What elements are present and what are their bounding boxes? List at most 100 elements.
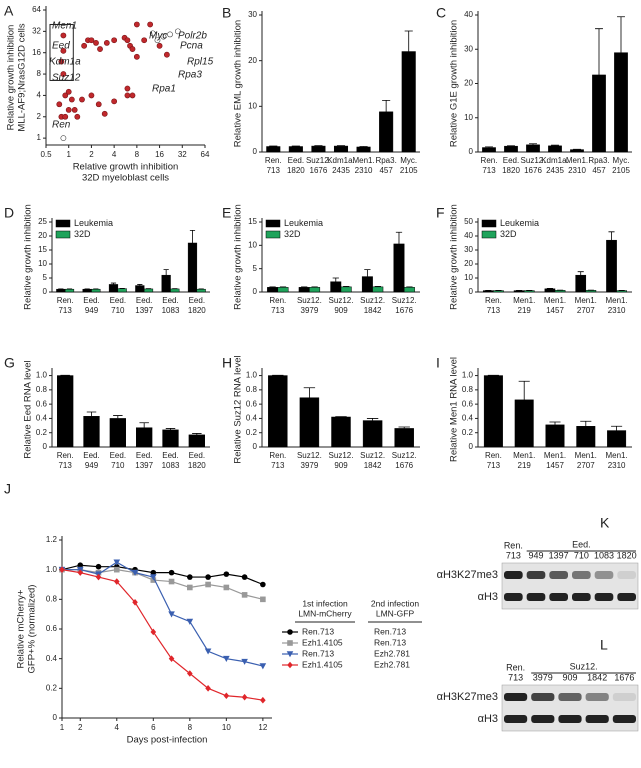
bar xyxy=(401,51,416,153)
x-tick-label: Suz12. xyxy=(329,451,354,460)
annotation: Pcna xyxy=(180,41,203,52)
point xyxy=(56,101,63,108)
point xyxy=(62,113,69,120)
bar xyxy=(483,375,503,448)
x-tick-label: 2435 xyxy=(332,166,350,175)
point xyxy=(163,51,170,58)
panel-letter: K xyxy=(600,515,610,531)
x-tick-label: 2435 xyxy=(546,166,564,175)
x-tick-label: 4 xyxy=(115,723,120,732)
legend-swatch xyxy=(265,230,281,239)
point xyxy=(113,559,121,566)
bar xyxy=(136,427,153,448)
y-tick-label: 0.2 xyxy=(246,428,258,437)
x-tick-label: 32 xyxy=(178,150,187,159)
point xyxy=(168,578,175,585)
axis xyxy=(61,536,272,719)
bar xyxy=(361,276,373,293)
x-tick-label: Suz12. xyxy=(392,451,417,460)
panel-letter: I xyxy=(436,355,440,371)
point xyxy=(204,648,212,655)
y-tick-label: 4 xyxy=(37,91,42,100)
lane-label: 1397 xyxy=(549,550,569,560)
point xyxy=(241,693,248,701)
x-tick-label: Suz12. xyxy=(306,156,331,165)
panel-letter: F xyxy=(436,205,445,221)
lane-label: 949 xyxy=(528,550,543,560)
point xyxy=(149,30,156,37)
point xyxy=(58,58,65,65)
x-tick-label: 713 xyxy=(487,306,501,315)
x-tick-label: Myc. xyxy=(400,156,417,165)
x-tick-label: 1083 xyxy=(162,306,180,315)
bar xyxy=(393,243,405,293)
x-tick-label: 0.5 xyxy=(40,150,52,159)
bar xyxy=(548,145,562,153)
x-tick-label: 6 xyxy=(151,723,156,732)
x-tick-label: 713 xyxy=(58,461,72,470)
legend-swatch xyxy=(481,219,497,228)
x-tick-label: 8 xyxy=(188,723,193,732)
bar xyxy=(311,145,326,153)
x-tick-label: Men1. xyxy=(544,451,566,460)
y-tick-label: 20 xyxy=(248,56,257,65)
y-tick-label: 10 xyxy=(464,113,473,122)
x-tick-label: 2105 xyxy=(400,166,418,175)
x-tick-label: 1083 xyxy=(162,461,180,470)
x-tick-label: 949 xyxy=(85,306,99,315)
x-tick-label: 2310 xyxy=(608,306,626,315)
point xyxy=(124,37,131,44)
annotation: Rpa3 xyxy=(178,70,202,81)
bar xyxy=(82,288,92,293)
point xyxy=(150,569,157,576)
group-label: Suz12. xyxy=(570,661,598,671)
point xyxy=(77,569,84,576)
band xyxy=(594,571,614,579)
group-label: Eed. xyxy=(572,539,591,549)
y-tick-label: 1.0 xyxy=(36,371,48,380)
annotation: Rpa1 xyxy=(152,84,176,95)
y-tick-label: 40 xyxy=(464,10,473,19)
y-tick-label: 0.6 xyxy=(462,399,474,408)
legend-label: Leukemia xyxy=(284,218,323,228)
band xyxy=(558,693,582,701)
x-tick-label: Ren. xyxy=(265,156,282,165)
point xyxy=(124,85,131,92)
x-tick-label: Men1. xyxy=(566,156,588,165)
x-tick-label: 2707 xyxy=(577,461,595,470)
y-tick-label: 50 xyxy=(464,217,473,226)
point xyxy=(62,92,69,99)
x-tick-label: Eed. xyxy=(83,296,99,305)
x-tick-label: 3979 xyxy=(301,461,319,470)
bar xyxy=(333,145,349,153)
x-tick-label: Suz12. xyxy=(392,296,417,305)
legend-label: Leukemia xyxy=(74,218,113,228)
x-tick-label: 1 xyxy=(66,150,71,159)
x-tick-label: Suz12. xyxy=(329,296,354,305)
band xyxy=(594,593,614,601)
error-bar xyxy=(189,230,196,243)
x-tick-label: Eed. xyxy=(162,296,178,305)
legend-label: 32D xyxy=(500,229,517,239)
point xyxy=(95,573,102,581)
panel-letter: L xyxy=(600,637,608,653)
error-bar xyxy=(577,271,584,276)
x-tick-label: Ren. xyxy=(269,296,286,305)
point xyxy=(241,574,248,580)
y-tick-label: 16 xyxy=(32,48,41,57)
x-tick-label: 457 xyxy=(379,166,393,175)
bar xyxy=(135,285,145,293)
bar xyxy=(108,284,119,293)
legend-header: LMN-mCherry xyxy=(298,608,352,618)
bar xyxy=(170,288,180,293)
y-tick-label: 0 xyxy=(43,287,48,296)
band xyxy=(531,693,555,701)
lane-label: Ren. xyxy=(504,540,523,550)
point xyxy=(81,42,88,49)
error-bar xyxy=(366,418,379,421)
bar xyxy=(614,52,628,153)
bar xyxy=(330,281,342,293)
y-tick-label: 0 xyxy=(469,287,474,296)
point xyxy=(168,611,175,618)
point xyxy=(77,562,84,569)
